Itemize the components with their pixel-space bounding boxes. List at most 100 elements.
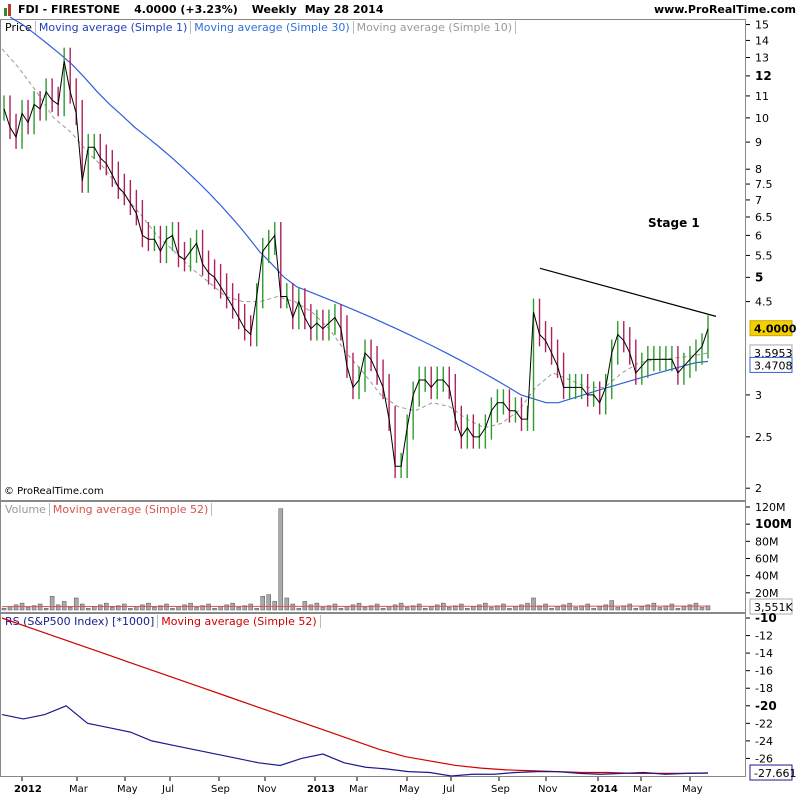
- y-tick-label: 4.5: [755, 296, 773, 309]
- volume-bar: [507, 608, 512, 611]
- volume-bar: [152, 607, 157, 611]
- volume-bar: [218, 606, 223, 611]
- volume-bar: [699, 607, 705, 611]
- volume-bar: [639, 606, 645, 611]
- volume-bar: [374, 603, 380, 611]
- volume-bar: [272, 601, 278, 611]
- volume-bar: [657, 607, 663, 611]
- ma30-line: [9, 16, 709, 404]
- ma10-line: [1, 48, 709, 429]
- last-price-label: 4.0000: [754, 323, 797, 336]
- volume-panel[interactable]: Volume Moving average (Simple 52): [0, 501, 746, 613]
- legend-item[interactable]: Moving average (Simple 52): [49, 503, 213, 516]
- volume-bar: [200, 605, 205, 611]
- rs-line: [1, 705, 709, 777]
- volume-bar: [591, 608, 596, 611]
- x-tick-label: Sep: [211, 784, 230, 795]
- volume-bar: [140, 604, 145, 611]
- rs-panel[interactable]: RS (S&P500 Index) [*1000] Moving average …: [0, 613, 746, 777]
- y-tick-label: 7: [755, 194, 762, 207]
- volume-bar: [669, 603, 675, 611]
- volume-bar: [434, 604, 440, 611]
- volume-bar: [422, 608, 428, 611]
- volume-bar: [597, 606, 602, 611]
- volume-bar: [254, 608, 259, 611]
- volume-bar: [170, 608, 175, 611]
- volume-bar: [603, 604, 608, 611]
- legend-item[interactable]: Moving average (Simple 52): [158, 615, 321, 628]
- x-tick-label: Mar: [633, 784, 652, 795]
- volume-bar: [428, 606, 434, 611]
- volume-bar: [326, 605, 332, 611]
- ma30-value-label-box: [749, 356, 793, 373]
- volume-bar: [675, 608, 681, 611]
- legend-item[interactable]: Price: [2, 21, 36, 34]
- x-tick-label: Nov: [538, 784, 558, 795]
- volume-bar: [110, 607, 115, 611]
- volume-bar: [645, 604, 651, 611]
- y-tick-label: -10: [755, 611, 777, 625]
- volume-bar: [212, 608, 217, 611]
- x-tick-label: May: [117, 784, 138, 795]
- volume-bar: [573, 607, 578, 611]
- volume-bar: [320, 607, 326, 611]
- volume-bar: [248, 603, 253, 611]
- volume-bar: [134, 606, 139, 611]
- legend-item[interactable]: Moving average (Simple 1): [35, 21, 192, 34]
- y-tick-label: 20M: [755, 587, 779, 600]
- price-panel[interactable]: Price Moving average (Simple 1) Moving ave…: [0, 19, 746, 501]
- copyright: © ProRealTime.com: [4, 486, 104, 497]
- volume-bar: [549, 608, 554, 611]
- legend-item[interactable]: Volume: [2, 503, 50, 516]
- x-tick-label: May: [399, 784, 420, 795]
- y-tick-label: -12: [755, 630, 773, 643]
- x-tick-label: Nov: [257, 784, 277, 795]
- x-tick-label: 2014: [590, 784, 618, 795]
- last-price-label-box: [749, 320, 793, 337]
- volume-bar: [296, 608, 302, 611]
- volume-bar: [687, 604, 693, 611]
- rs-legend: RS (S&P500 Index) [*1000] Moving average …: [2, 615, 321, 628]
- volume-bar: [386, 606, 392, 611]
- y-tick-label: 40M: [755, 570, 779, 583]
- rs-last-label-box: [749, 764, 793, 781]
- volume-bar: [416, 603, 422, 611]
- volume-bar: [43, 608, 49, 611]
- y-tick-label: 13: [755, 51, 769, 64]
- volume-bar: [338, 608, 344, 611]
- y-tick-label: 15: [755, 19, 769, 32]
- volume-bar: [158, 605, 163, 611]
- legend-item[interactable]: Moving average (Simple 30): [191, 21, 354, 34]
- volume-bar: [362, 607, 368, 611]
- volume-bar: [705, 605, 711, 611]
- y-tick-label: 11: [755, 90, 769, 103]
- volume-bar: [266, 594, 272, 611]
- volume-bar: [302, 601, 308, 611]
- site-link[interactable]: www.ProRealTime.com: [653, 3, 796, 16]
- volume-bar: [344, 606, 350, 611]
- volume-bar: [615, 607, 620, 611]
- x-tick-label: May: [682, 784, 703, 795]
- x-tick-label: 2012: [14, 784, 42, 795]
- volume-bar: [368, 605, 374, 611]
- y-tick-label: 80M: [755, 535, 779, 548]
- volume-bar: [308, 604, 314, 611]
- legend-item[interactable]: RS (S&P500 Index) [*1000]: [2, 615, 159, 628]
- volume-bar: [128, 608, 133, 611]
- volume-bar: [633, 608, 639, 611]
- legend-item[interactable]: Moving average (Simple 10): [353, 21, 517, 34]
- period: Weekly: [251, 3, 297, 16]
- volume-bar: [67, 607, 73, 611]
- volume-bar: [73, 597, 79, 611]
- volume-bar: [116, 605, 121, 611]
- volume-bar: [555, 606, 560, 611]
- volume-bar: [85, 608, 91, 611]
- y-tick-label: -26: [755, 752, 773, 765]
- rs-last-label: -27.661: [754, 767, 796, 780]
- price-close-line: [3, 60, 709, 467]
- volume-bar: [477, 604, 482, 611]
- y-tick-label: 2.5: [755, 431, 773, 444]
- price-legend: Price Moving average (Simple 1) Moving ave…: [2, 21, 517, 34]
- y-tick-label: -14: [755, 647, 773, 660]
